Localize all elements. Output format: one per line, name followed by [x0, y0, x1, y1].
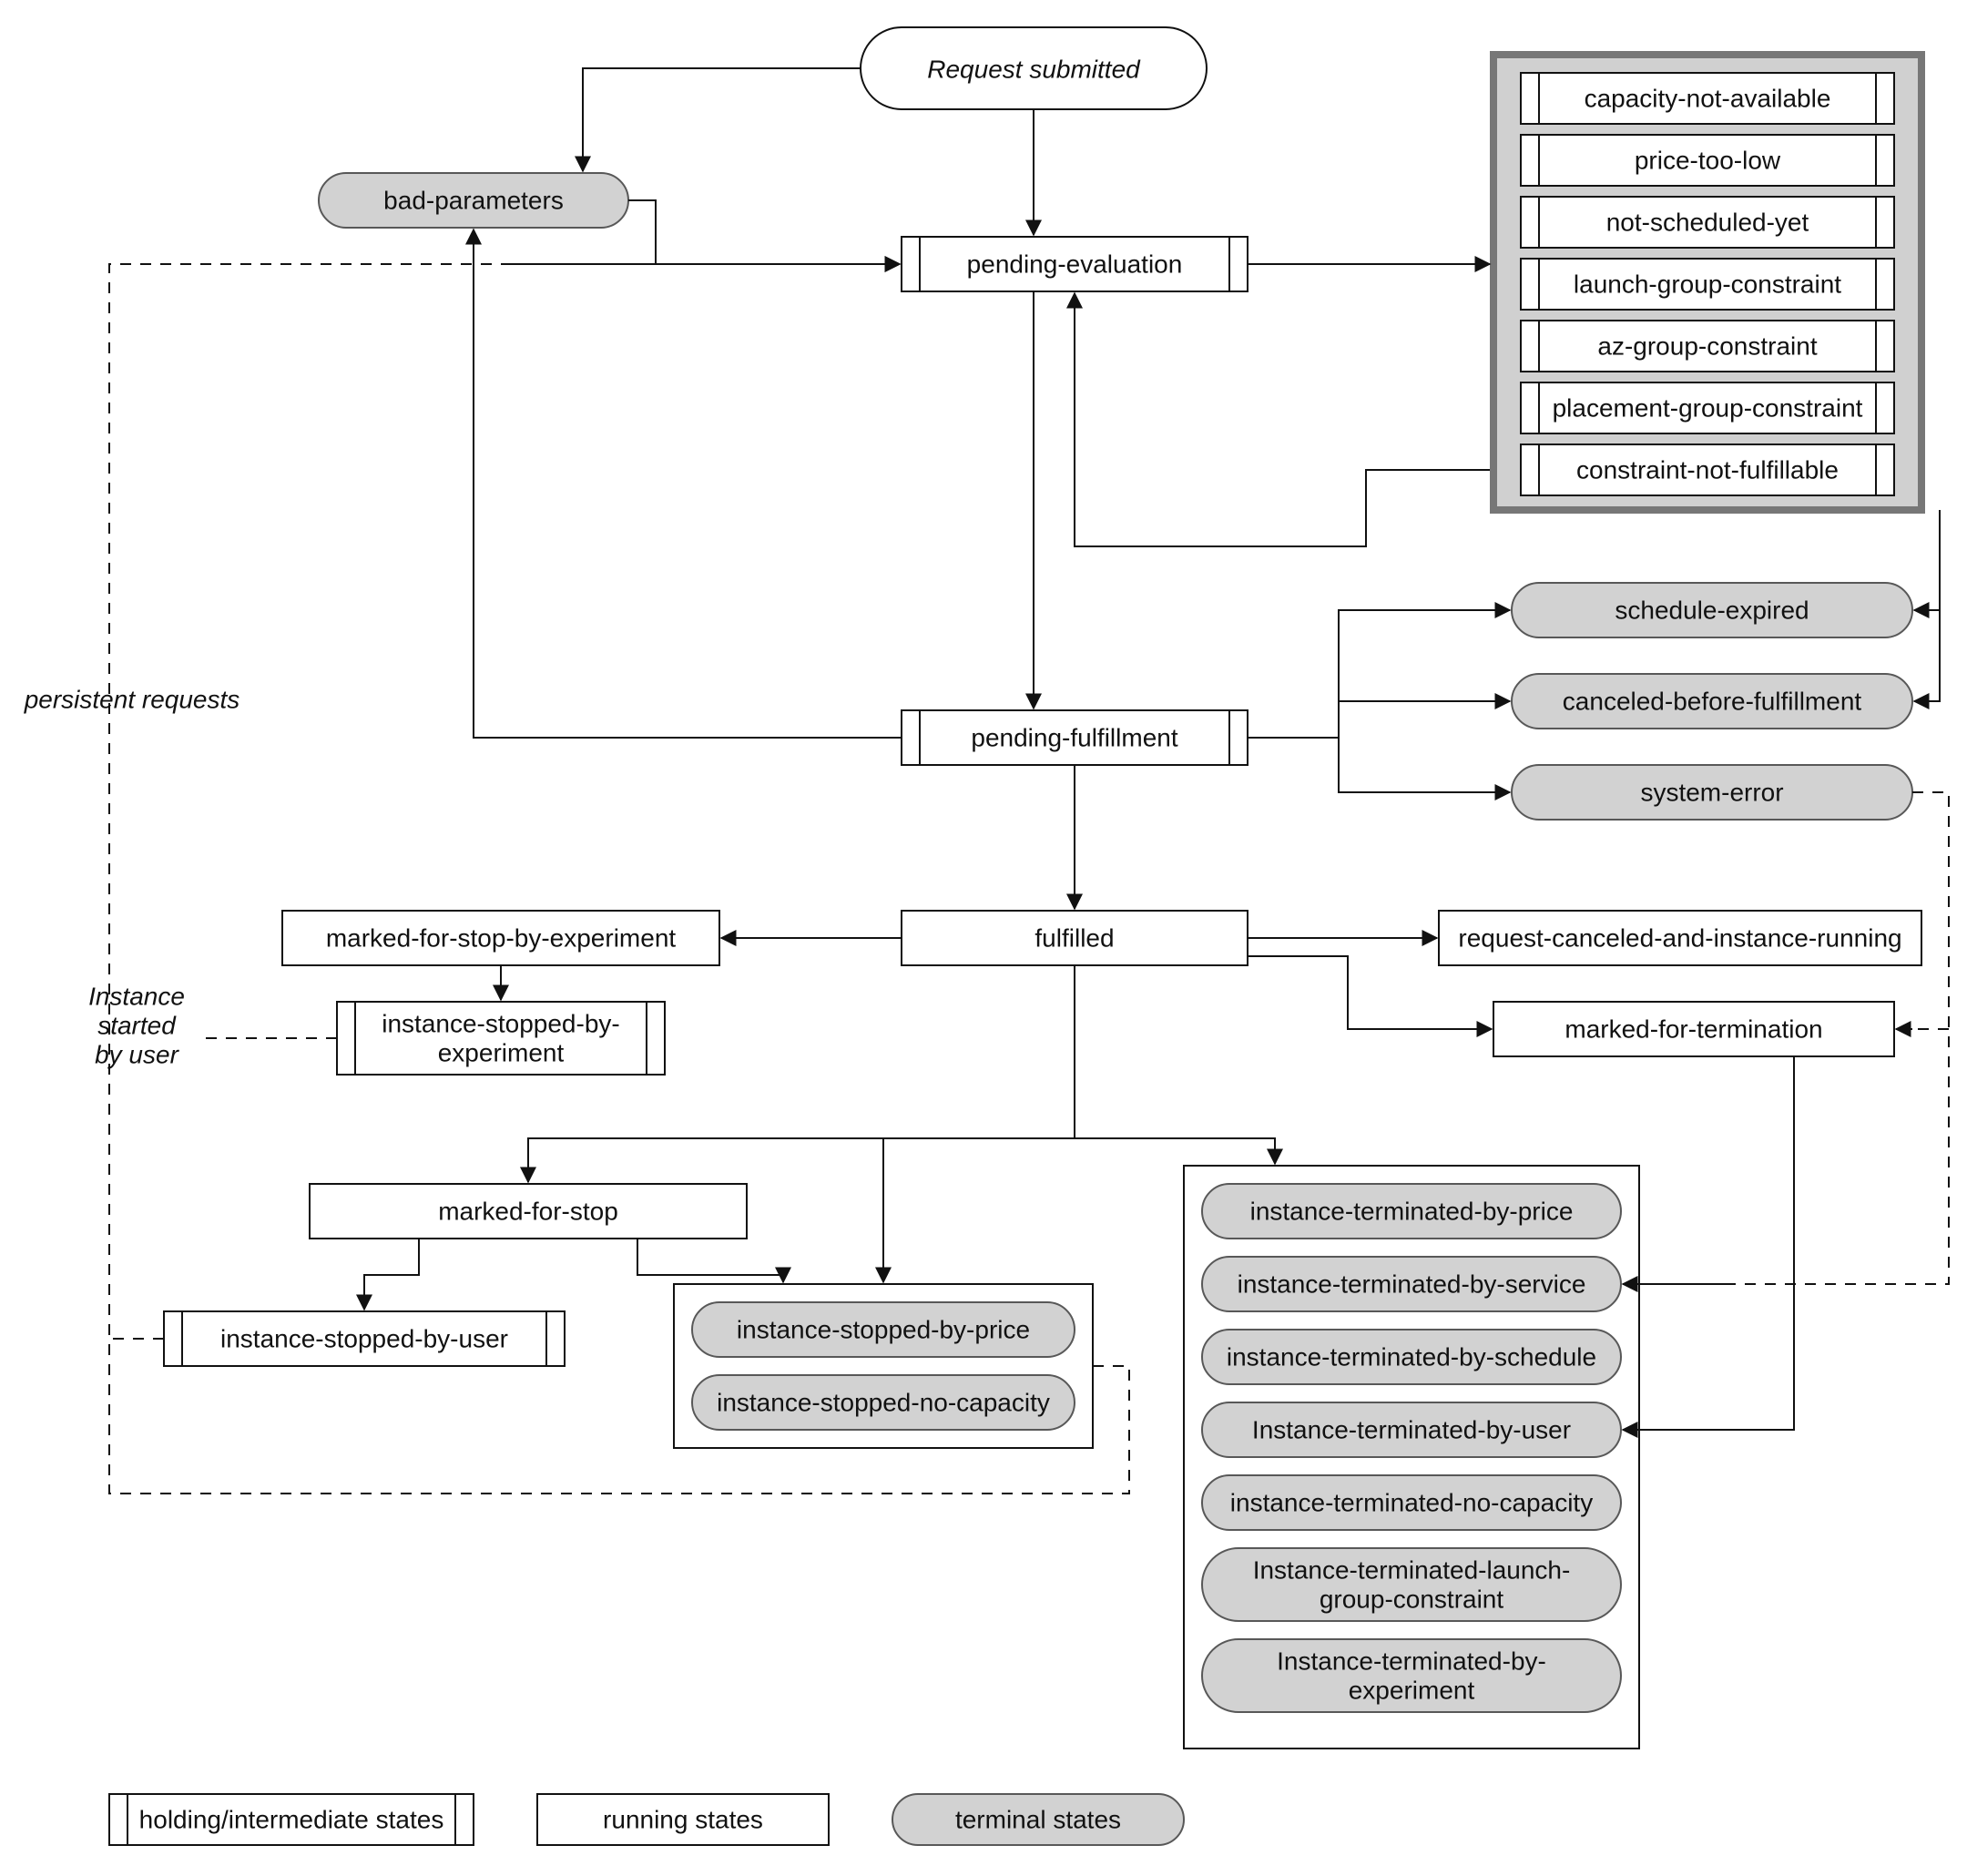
svg-text:Request submitted: Request submitted	[927, 55, 1141, 83]
node-request-submitted: Request submitted	[861, 27, 1207, 109]
legend-holding: holding/intermediate states	[109, 1794, 474, 1845]
svg-text:by user: by user	[95, 1040, 179, 1068]
constraint-item-3: launch-group-constraint	[1521, 259, 1894, 310]
svg-text:launch-group-constraint: launch-group-constraint	[1574, 270, 1841, 298]
node-pending-fulfillment: pending-fulfillment	[902, 710, 1248, 765]
constraint-item-0: capacity-not-available	[1521, 73, 1894, 124]
svg-text:pending-fulfillment: pending-fulfillment	[971, 723, 1177, 751]
svg-text:Instance-terminated-launch-: Instance-terminated-launch-	[1253, 1555, 1571, 1584]
node-bad-parameters: bad-parameters	[319, 173, 628, 228]
svg-text:instance-terminated-by-service: instance-terminated-by-service	[1238, 1269, 1586, 1298]
node-fulfilled: fulfilled	[902, 911, 1248, 965]
svg-text:marked-for-termination: marked-for-termination	[1564, 1014, 1822, 1043]
svg-text:request-canceled-and-instance-: request-canceled-and-instance-running	[1458, 923, 1901, 952]
svg-text:instance-stopped-by-user: instance-stopped-by-user	[220, 1324, 508, 1352]
svg-text:capacity-not-available: capacity-not-available	[1585, 84, 1831, 112]
constraint-item-6: constraint-not-fulfillable	[1521, 444, 1894, 495]
svg-text:experiment: experiment	[1349, 1676, 1475, 1704]
node-constraint-group: capacity-not-available price-too-low not…	[1493, 55, 1921, 510]
label-persistent-requests: persistent requests	[24, 685, 240, 713]
svg-text:not-scheduled-yet: not-scheduled-yet	[1606, 208, 1809, 236]
svg-text:instance-terminated-by-schedul: instance-terminated-by-schedule	[1227, 1342, 1596, 1371]
svg-text:holding/intermediate states: holding/intermediate states	[139, 1805, 444, 1833]
node-stopped-group: instance-stopped-by-price instance-stopp…	[674, 1284, 1093, 1448]
node-marked-for-stop-experiment: marked-for-stop-by-experiment	[282, 911, 719, 965]
svg-text:fulfilled: fulfilled	[1034, 923, 1114, 952]
svg-text:terminal states: terminal states	[955, 1805, 1121, 1833]
legend-terminal: terminal states	[892, 1794, 1184, 1845]
svg-text:system-error: system-error	[1640, 778, 1783, 806]
svg-text:instance-terminated-by-price: instance-terminated-by-price	[1250, 1197, 1574, 1225]
node-schedule-expired: schedule-expired	[1512, 583, 1912, 637]
node-instance-stopped-experiment: instance-stopped-by- experiment	[337, 1002, 665, 1075]
node-system-error: system-error	[1512, 765, 1912, 820]
svg-text:canceled-before-fulfillment: canceled-before-fulfillment	[1563, 687, 1862, 715]
svg-text:bad-parameters: bad-parameters	[383, 186, 564, 214]
svg-text:constraint-not-fulfillable: constraint-not-fulfillable	[1576, 455, 1839, 484]
constraint-item-1: price-too-low	[1521, 135, 1894, 186]
svg-text:Instance-terminated-by-user: Instance-terminated-by-user	[1252, 1415, 1571, 1443]
svg-text:placement-group-constraint: placement-group-constraint	[1553, 393, 1863, 422]
svg-text:price-too-low: price-too-low	[1635, 146, 1781, 174]
svg-text:Instance: Instance	[88, 982, 185, 1010]
legend: holding/intermediate states running stat…	[109, 1794, 1184, 1845]
svg-text:schedule-expired: schedule-expired	[1615, 596, 1809, 624]
node-marked-for-termination: marked-for-termination	[1493, 1002, 1894, 1056]
svg-text:group-constraint: group-constraint	[1320, 1585, 1504, 1613]
svg-text:marked-for-stop: marked-for-stop	[438, 1197, 618, 1225]
svg-text:marked-for-stop-by-experiment: marked-for-stop-by-experiment	[326, 923, 677, 952]
node-instance-stopped-by-user: instance-stopped-by-user	[164, 1311, 565, 1366]
svg-text:az-group-constraint: az-group-constraint	[1597, 331, 1817, 360]
node-request-canceled-running: request-canceled-and-instance-running	[1439, 911, 1921, 965]
node-terminated-group: instance-terminated-by-price instance-te…	[1184, 1166, 1639, 1749]
svg-text:instance-stopped-no-capacity: instance-stopped-no-capacity	[717, 1388, 1050, 1416]
label-instance-started-by-user: Instance started by user	[88, 982, 185, 1068]
constraint-item-2: not-scheduled-yet	[1521, 197, 1894, 248]
svg-text:pending-evaluation: pending-evaluation	[967, 250, 1183, 278]
svg-text:running states: running states	[603, 1805, 763, 1833]
legend-running: running states	[537, 1794, 829, 1845]
node-pending-evaluation: pending-evaluation	[902, 237, 1248, 291]
constraint-item-4: az-group-constraint	[1521, 321, 1894, 372]
svg-text:instance-terminated-no-capacit: instance-terminated-no-capacity	[1230, 1488, 1593, 1516]
svg-text:instance-stopped-by-price: instance-stopped-by-price	[737, 1315, 1030, 1343]
svg-text:instance-stopped-by-: instance-stopped-by-	[382, 1009, 619, 1037]
svg-text:Instance-terminated-by-: Instance-terminated-by-	[1277, 1647, 1546, 1675]
constraint-item-5: placement-group-constraint	[1521, 382, 1894, 433]
node-canceled-before-fulfillment: canceled-before-fulfillment	[1512, 674, 1912, 729]
svg-text:experiment: experiment	[438, 1038, 565, 1066]
state-diagram: Request submitted bad-parameters pending…	[0, 0, 1967, 1876]
node-marked-for-stop: marked-for-stop	[310, 1184, 747, 1239]
